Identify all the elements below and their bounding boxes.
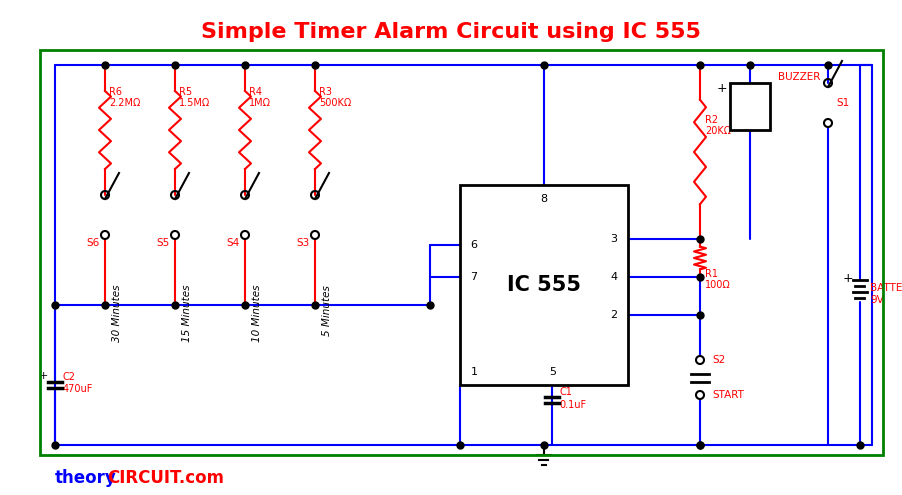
- Text: 20KΩ: 20KΩ: [704, 126, 731, 136]
- Text: 2.2MΩ: 2.2MΩ: [109, 98, 140, 108]
- Text: S4: S4: [226, 238, 240, 248]
- Text: CIRCUIT.com: CIRCUIT.com: [106, 469, 224, 487]
- Text: R4: R4: [249, 87, 262, 97]
- Text: C1: C1: [558, 387, 572, 397]
- Text: S6: S6: [87, 238, 100, 248]
- Text: +: +: [842, 271, 852, 285]
- Text: +: +: [38, 371, 48, 381]
- Text: START: START: [711, 390, 743, 400]
- Text: R1: R1: [704, 269, 717, 279]
- Text: R3: R3: [318, 87, 332, 97]
- Text: 30 Minutes: 30 Minutes: [112, 285, 122, 343]
- Text: S5: S5: [157, 238, 170, 248]
- Text: R6: R6: [109, 87, 122, 97]
- Text: C2: C2: [63, 372, 76, 382]
- Text: 2: 2: [610, 310, 617, 320]
- Text: S3: S3: [297, 238, 309, 248]
- Bar: [459, 185, 627, 385]
- Text: 0.1uF: 0.1uF: [558, 400, 586, 410]
- Text: 100Ω: 100Ω: [704, 280, 730, 290]
- Text: 3: 3: [610, 234, 617, 244]
- Bar: [729, 83, 769, 130]
- Text: 1.5MΩ: 1.5MΩ: [179, 98, 210, 108]
- Text: BUZZER: BUZZER: [778, 72, 819, 82]
- Text: 1MΩ: 1MΩ: [249, 98, 271, 108]
- Text: 5 Minutes: 5 Minutes: [322, 285, 332, 336]
- Text: Simple Timer Alarm Circuit using IC 555: Simple Timer Alarm Circuit using IC 555: [201, 22, 700, 42]
- Text: theory: theory: [55, 469, 116, 487]
- Text: 1: 1: [470, 367, 477, 377]
- Text: +: +: [716, 83, 726, 96]
- Text: BATTERY: BATTERY: [869, 283, 902, 293]
- Text: S1: S1: [835, 98, 848, 108]
- Text: R2: R2: [704, 115, 717, 125]
- Bar: [40, 50, 882, 455]
- Text: 10 Minutes: 10 Minutes: [252, 285, 262, 343]
- Text: 4: 4: [610, 272, 617, 282]
- Text: R5: R5: [179, 87, 192, 97]
- Text: 6: 6: [470, 240, 477, 250]
- Text: 9V: 9V: [869, 295, 883, 305]
- Text: IC 555: IC 555: [506, 275, 580, 295]
- Text: S2: S2: [711, 355, 724, 365]
- Text: 8: 8: [539, 194, 547, 204]
- Text: 5: 5: [548, 367, 556, 377]
- Text: 470uF: 470uF: [63, 384, 93, 394]
- Text: 15 Minutes: 15 Minutes: [182, 285, 192, 343]
- Text: 7: 7: [470, 272, 477, 282]
- Text: 500KΩ: 500KΩ: [318, 98, 351, 108]
